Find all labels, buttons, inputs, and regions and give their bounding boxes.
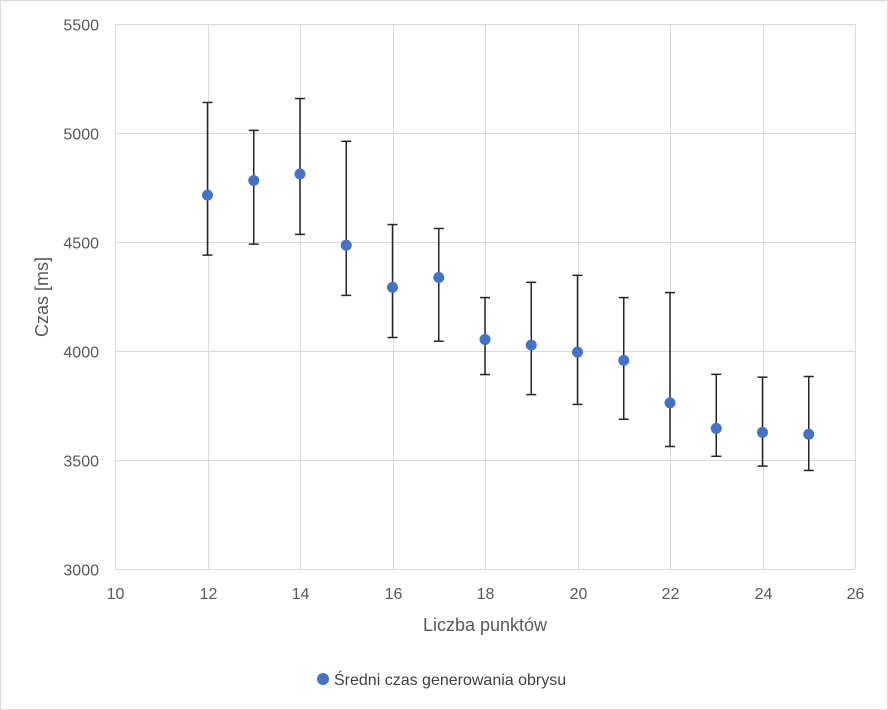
data-point — [710, 422, 722, 434]
data-point — [572, 346, 583, 358]
y-tick-labels: 3000 3500 4000 4500 5000 5500 — [63, 18, 99, 580]
y-tick-label: 3000 — [63, 563, 99, 580]
y-tick-label: 3500 — [63, 454, 99, 471]
data-points — [202, 168, 815, 440]
data-point — [803, 428, 815, 440]
y-tick-label: 4000 — [63, 345, 99, 362]
data-point — [757, 426, 768, 438]
data-point — [479, 333, 491, 345]
x-tick-label: 22 — [662, 586, 680, 603]
error-bars — [202, 97, 814, 472]
legend-label: Średni czas generowania obrysu — [334, 670, 566, 689]
data-point — [340, 239, 352, 251]
x-tick-label: 24 — [755, 586, 773, 603]
x-tick-labels: 10 12 14 16 18 20 22 24 26 — [107, 586, 865, 603]
y-tick-label: 5000 — [63, 127, 99, 144]
x-tick-label: 14 — [292, 586, 310, 603]
data-point — [294, 168, 306, 180]
x-tick-label: 26 — [847, 586, 865, 603]
y-tick-label: 4500 — [63, 236, 99, 253]
x-tick-label: 16 — [385, 586, 403, 603]
grid-lines — [115, 24, 856, 570]
legend: Średni czas generowania obrysu — [317, 670, 566, 689]
x-tick-label: 12 — [200, 586, 218, 603]
data-point — [387, 281, 398, 293]
data-point — [248, 175, 260, 187]
data-point — [664, 397, 676, 409]
x-tick-label: 20 — [570, 586, 588, 603]
data-point — [525, 339, 537, 351]
y-axis-title: Czas [ms] — [32, 257, 52, 337]
x-axis-title: Liczba punktów — [423, 615, 548, 635]
x-tick-label: 18 — [477, 586, 495, 603]
data-point — [433, 272, 445, 284]
data-point — [618, 354, 630, 366]
legend-marker-icon — [317, 673, 329, 685]
data-point — [202, 189, 213, 201]
x-tick-label: 10 — [107, 586, 125, 603]
y-tick-label: 5500 — [63, 18, 99, 35]
